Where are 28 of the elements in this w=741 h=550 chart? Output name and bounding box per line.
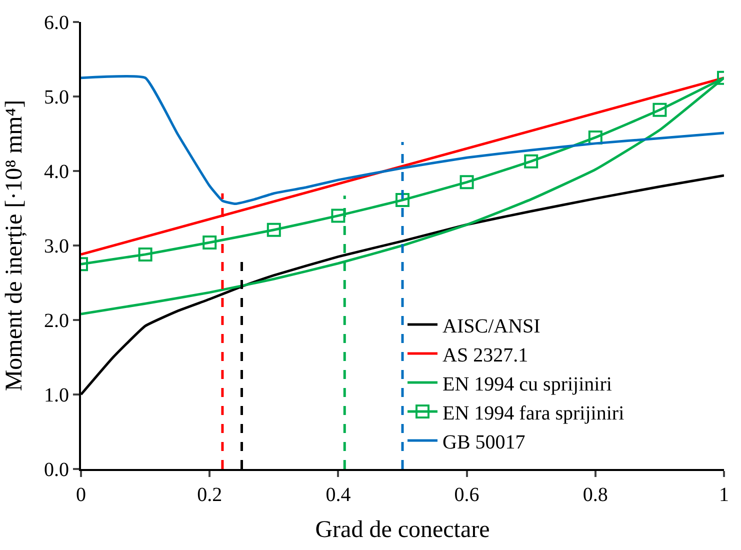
legend-label: GB 50017 xyxy=(442,431,526,454)
y-tick-label: 3.0 xyxy=(44,236,69,258)
y-tick-label: 0.0 xyxy=(44,459,69,481)
x-tick-label: 0.8 xyxy=(582,484,608,506)
x-tick-label: 0.2 xyxy=(197,484,222,506)
x-tick-label: 0.4 xyxy=(326,484,351,506)
y-tick-label: 1.0 xyxy=(44,384,69,406)
x-tick-label: 0 xyxy=(76,484,86,506)
point xyxy=(396,193,410,208)
point xyxy=(460,175,474,190)
x-axis-title: Grad de conectare xyxy=(315,516,490,543)
point xyxy=(652,102,667,117)
legend-label: EN 1994 fara sprijiniri xyxy=(442,402,625,424)
point xyxy=(202,236,217,250)
legend-label: AS 2327.1 xyxy=(442,344,528,366)
x-tick-label: 0.6 xyxy=(454,484,480,506)
point xyxy=(524,154,538,168)
y-tick-label: 2.0 xyxy=(44,310,69,332)
x-tick-label: 1 xyxy=(719,484,729,506)
y-tick-label: 4.0 xyxy=(44,161,69,183)
point xyxy=(331,208,346,223)
point xyxy=(138,247,152,262)
legend-label: EN 1994 cu sprijiniri xyxy=(442,373,612,396)
y-tick-label: 5.0 xyxy=(44,86,69,108)
point xyxy=(266,222,281,237)
legend-label: AISC/ANSI xyxy=(442,315,540,338)
y-tick-label: 6.0 xyxy=(44,12,69,34)
y-axis-title: Moment de inerție [·10⁸ mm⁴] xyxy=(2,100,28,392)
